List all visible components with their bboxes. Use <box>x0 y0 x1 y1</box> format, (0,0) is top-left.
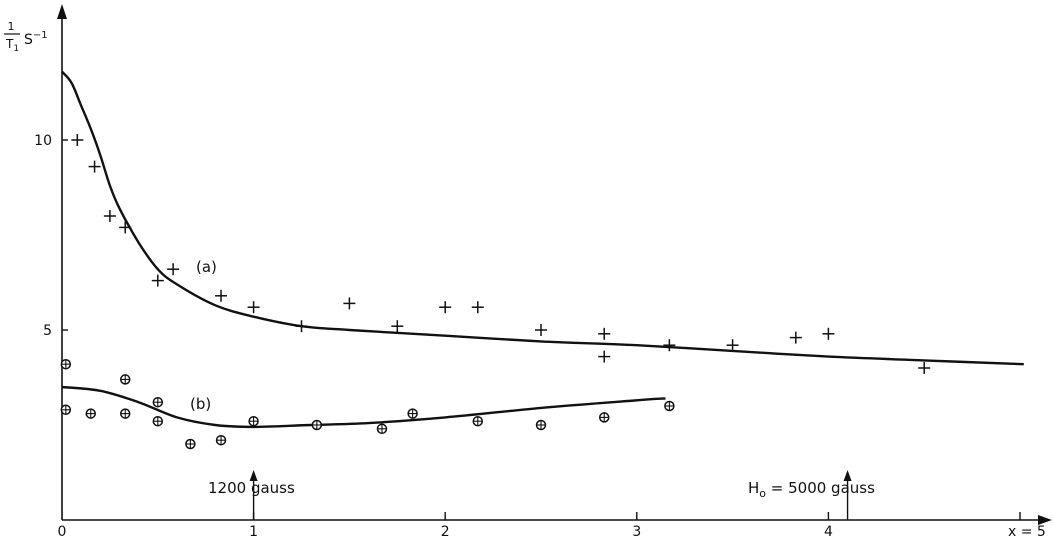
annotation-h-rest: = 5000 gauss <box>766 479 875 497</box>
axes: 0 1 2 3 4 x = 5 5 10 <box>34 4 1052 539</box>
series-a-point <box>918 362 931 374</box>
series-a-point <box>103 210 116 222</box>
series-b-point <box>248 415 259 427</box>
series-b-point <box>85 408 96 419</box>
x-tick-label: 0 <box>58 524 67 539</box>
series-b-curve <box>61 385 666 429</box>
annotations <box>249 470 852 520</box>
series-b-point <box>407 408 418 419</box>
series-b-label: (b) <box>190 395 211 413</box>
y-tick-label: 10 <box>34 133 52 149</box>
series-b-point <box>60 404 72 416</box>
series-b-point <box>119 374 131 385</box>
series-a-point <box>88 160 101 173</box>
series-b-point <box>472 415 484 427</box>
y-label-denominator-letter: T <box>5 37 14 51</box>
series-a-curve <box>61 70 1024 366</box>
series-b-point <box>185 438 196 450</box>
x-tick-label: 3 <box>632 524 641 539</box>
y-axis-arrow <box>57 4 67 19</box>
y-label-unit: S−1 <box>24 30 48 48</box>
fit-curves <box>61 70 1024 429</box>
y-label-unit-exponent: −1 <box>33 30 48 41</box>
series-b-point <box>664 400 675 412</box>
series-a-point <box>598 327 611 340</box>
y-label-denominator: T1 <box>5 37 19 54</box>
data-points <box>60 134 931 450</box>
series-a-point <box>598 350 611 363</box>
series-b-point <box>311 419 323 431</box>
series-a-label: (a) <box>196 258 217 276</box>
x-tick-label: 2 <box>441 524 450 539</box>
series-a-point <box>215 289 228 302</box>
x-axis-arrow <box>1038 515 1052 525</box>
series-b-point <box>598 412 610 423</box>
series-a-point <box>471 301 484 314</box>
series-a-point <box>343 297 356 310</box>
series-b-point <box>119 408 131 419</box>
series-a-point <box>167 263 180 276</box>
annotation-h-sub: o <box>759 487 766 500</box>
series-a-point <box>663 339 676 352</box>
x-tick-label: x = 5 <box>1008 524 1046 539</box>
annotation-1200-gauss: 1200 gauss <box>208 479 295 497</box>
series-b-point <box>152 415 164 427</box>
annotation-5000-gauss: Ho = 5000 gauss <box>748 479 875 500</box>
arrow-1200-gauss <box>249 470 258 520</box>
series-a-point <box>439 301 452 314</box>
series-b-point <box>376 423 388 435</box>
y-label-denominator-sub: 1 <box>13 44 19 54</box>
series-a-point <box>295 320 308 333</box>
series-a-point <box>247 301 260 314</box>
series-a-point <box>119 221 132 234</box>
series-a-point <box>535 324 547 336</box>
series-a-point <box>789 331 802 344</box>
annotation-h-letter: H <box>748 479 759 497</box>
series-a-point <box>726 339 739 352</box>
arrow-5000-gauss <box>843 470 852 520</box>
series-a-point <box>822 327 835 340</box>
series-b-point <box>60 358 72 370</box>
x-tick-label: 1 <box>249 524 258 539</box>
y-tick-label: 5 <box>43 323 52 339</box>
y-label-unit-letter: S <box>24 32 33 48</box>
series-b-point <box>152 396 164 408</box>
x-tick-label: 4 <box>824 524 833 539</box>
series-a-point <box>391 320 404 333</box>
series-b-point <box>535 419 547 431</box>
series-a-point <box>151 274 164 287</box>
series-a-point <box>71 134 84 146</box>
y-axis-label: 1 T1 S−1 <box>4 20 48 54</box>
y-label-numerator: 1 <box>8 20 15 33</box>
series-b-point <box>215 434 227 446</box>
